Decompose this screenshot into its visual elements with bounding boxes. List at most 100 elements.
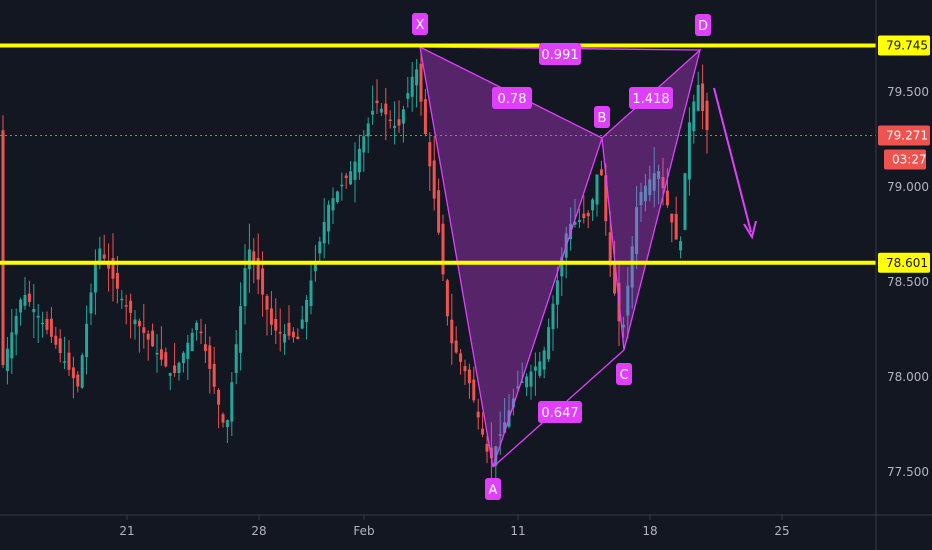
- candle-body: [89, 292, 93, 314]
- candle-body: [212, 363, 216, 387]
- candle-body: [657, 171, 661, 179]
- candle-body: [287, 322, 291, 336]
- candle-body: [401, 109, 405, 124]
- last-price-tag: [878, 125, 930, 146]
- candle-body: [582, 213, 586, 219]
- candle-body: [489, 447, 493, 459]
- candle-body: [133, 319, 137, 325]
- pattern-point-label: D: [698, 19, 708, 34]
- candle-body: [463, 366, 467, 372]
- candle-body: [27, 293, 31, 302]
- candle-body: [393, 125, 397, 128]
- candle-body: [476, 411, 480, 418]
- candle-body: [560, 256, 564, 277]
- pattern-point-badge: [485, 478, 501, 500]
- pattern-ratio-label: 0.78: [498, 92, 527, 107]
- price-tick-label: 79.000: [887, 180, 929, 194]
- candle-body: [203, 344, 207, 351]
- candle-body: [340, 184, 344, 187]
- candle-body: [76, 374, 80, 387]
- candle-body: [445, 280, 449, 317]
- candle-body: [349, 171, 353, 185]
- candle-body: [146, 333, 150, 340]
- pattern-point-label: B: [598, 111, 607, 126]
- level-price-tag: [878, 252, 930, 273]
- candle-body: [529, 371, 533, 387]
- candle-body: [164, 352, 168, 367]
- candle-body: [437, 190, 441, 233]
- candle-body: [49, 318, 53, 337]
- candle-body: [243, 268, 247, 307]
- candle-body: [498, 434, 502, 436]
- candle-body: [199, 331, 203, 334]
- candle-body: [670, 213, 674, 223]
- pattern-ratio-badge: [539, 43, 581, 65]
- candle-body: [41, 322, 45, 325]
- candle-body: [335, 191, 339, 202]
- candle-body: [661, 177, 665, 189]
- time-axis[interactable]: 21 28 Feb 11 18 25: [119, 515, 790, 538]
- candle-body: [687, 122, 691, 180]
- candle-body: [432, 160, 436, 199]
- candle-body: [371, 110, 375, 115]
- candle-body: [195, 322, 199, 330]
- pattern-point-badge: [412, 13, 428, 35]
- candle-body: [173, 365, 177, 373]
- candle-body: [309, 280, 313, 307]
- candle-body: [247, 249, 251, 270]
- candle-body: [353, 161, 357, 180]
- candle-body: [591, 199, 595, 211]
- candle-body: [459, 353, 463, 362]
- candle-body: [230, 382, 234, 422]
- candle-body: [410, 76, 414, 97]
- candle-body: [674, 214, 678, 240]
- pattern-ratio-badge: [492, 87, 532, 109]
- candle-body: [648, 179, 652, 196]
- candle-body: [155, 352, 159, 355]
- candle-body: [494, 446, 498, 466]
- candle-body: [10, 332, 14, 359]
- time-tick-label: Feb: [353, 524, 374, 538]
- candle-body: [379, 108, 383, 113]
- pattern-point-badge: [616, 363, 632, 385]
- pattern-ratio-label: 0.647: [541, 406, 578, 421]
- candle-body: [14, 316, 18, 335]
- candle-body: [265, 295, 269, 310]
- level-price-label: 78.601: [886, 256, 928, 270]
- candle-body: [283, 333, 287, 343]
- candle-body: [208, 345, 212, 369]
- time-tick-label: 21: [119, 524, 134, 538]
- candle-body: [71, 367, 75, 379]
- candle-body: [181, 352, 185, 364]
- candlestick-series: [1, 49, 709, 489]
- candle-body: [177, 362, 181, 374]
- candle-body: [115, 273, 119, 289]
- countdown-label: 03:27: [892, 153, 927, 167]
- candle-body: [652, 173, 656, 191]
- candle-body: [151, 330, 155, 347]
- candle-body: [705, 100, 709, 130]
- candle-body: [19, 299, 23, 313]
- candle-body: [23, 294, 27, 306]
- candle-body: [252, 251, 256, 265]
- candle-body: [168, 373, 172, 376]
- candle-body: [239, 306, 243, 353]
- candle-body: [67, 352, 71, 370]
- candle-body: [538, 361, 542, 376]
- candle-body: [93, 261, 97, 293]
- candle-body: [234, 344, 238, 373]
- candle-body: [450, 319, 454, 344]
- candle-body: [107, 263, 111, 269]
- candle-body: [362, 136, 366, 153]
- candle-body: [630, 246, 634, 288]
- candle-body: [586, 212, 590, 217]
- level-price-label: 79.745: [886, 38, 928, 52]
- candle-body: [291, 331, 295, 338]
- candle-body: [357, 148, 361, 173]
- candle-body: [525, 376, 529, 388]
- price-axis[interactable]: 79.500 79.000 78.500 78.000 77.500: [887, 85, 929, 479]
- pattern-point-label: C: [619, 368, 628, 383]
- candle-body: [481, 428, 485, 435]
- candle-body: [344, 175, 348, 179]
